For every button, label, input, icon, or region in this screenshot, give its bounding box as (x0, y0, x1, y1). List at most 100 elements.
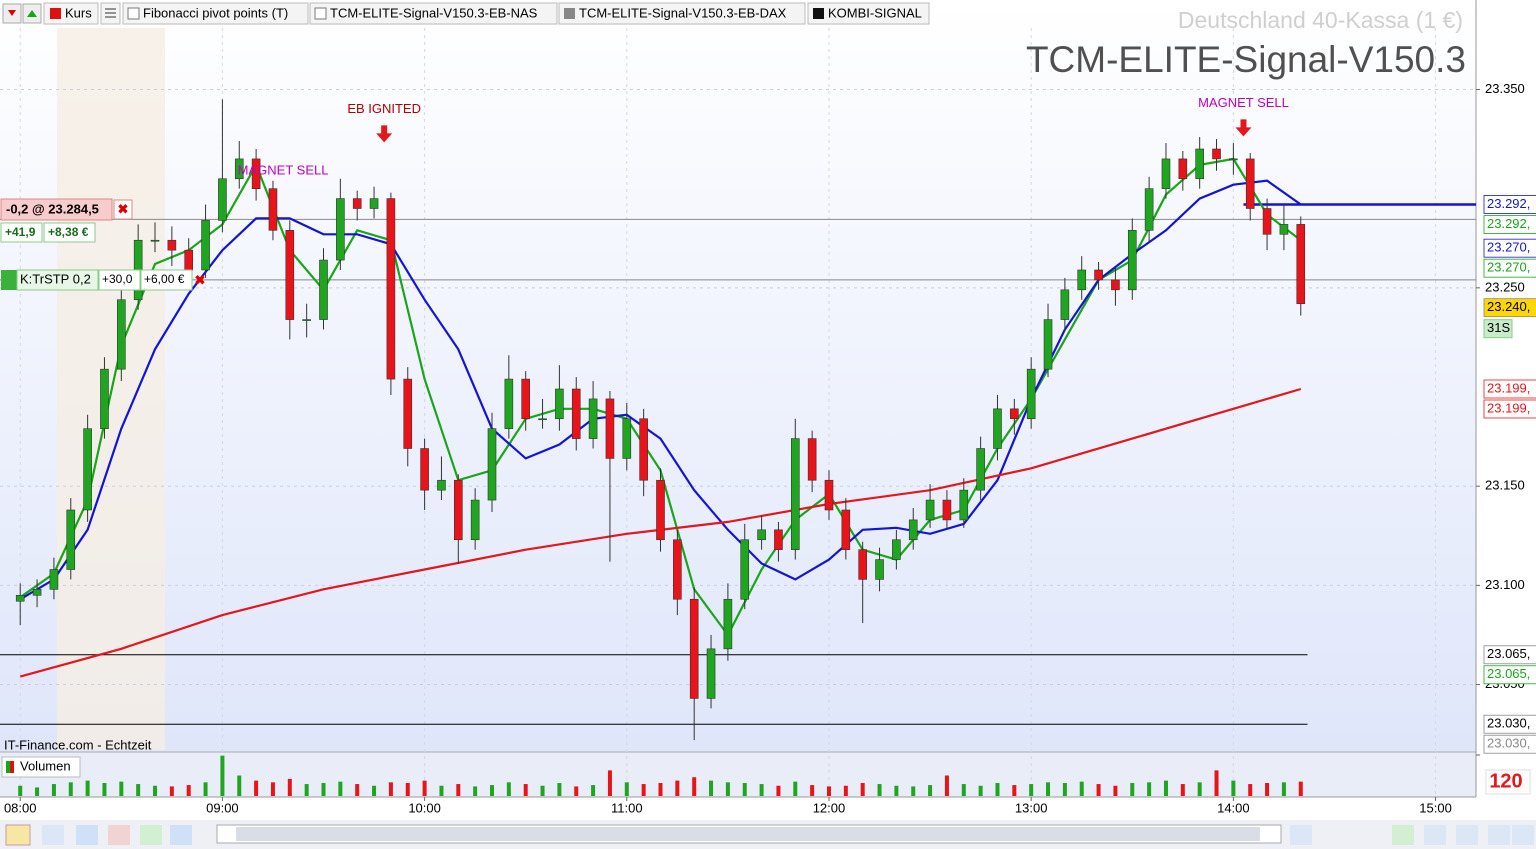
y-tick-label: 23.250 (1485, 279, 1525, 294)
candle-body (285, 230, 295, 320)
volume-bar (287, 778, 292, 796)
tool-button[interactable] (1512, 825, 1534, 845)
y-tick-label: 23.100 (1485, 577, 1525, 592)
tab[interactable] (122, 2, 309, 25)
volume-bar (1248, 784, 1253, 796)
tool-button[interactable] (1392, 825, 1414, 845)
volume-bar (1079, 781, 1084, 796)
close-icon[interactable]: ✖ (195, 272, 206, 287)
volume-bar (776, 785, 781, 796)
order-box[interactable] (0, 198, 113, 221)
volume-bar (456, 784, 461, 796)
candle-body (892, 539, 901, 560)
tab[interactable] (807, 2, 930, 25)
price-marker-label: 23.065, (1487, 666, 1530, 681)
tool-button[interactable] (140, 825, 162, 845)
candle-body (184, 249, 194, 271)
countdown-box (1483, 319, 1513, 339)
tool-button[interactable] (1488, 825, 1510, 845)
price-marker (1483, 379, 1536, 399)
volume-bar (220, 755, 225, 796)
tool-button[interactable] (170, 825, 192, 845)
candle-body (386, 198, 396, 380)
stop-box[interactable] (16, 269, 99, 291)
tool-button[interactable] (1456, 825, 1478, 845)
candle-body (1229, 158, 1238, 161)
volume-bar (793, 781, 798, 796)
candle-body (167, 239, 177, 251)
volume-bar (338, 781, 343, 796)
volume-bar (759, 784, 764, 796)
tool-button[interactable] (1424, 825, 1446, 845)
tool-button[interactable] (76, 825, 98, 845)
icon (564, 8, 575, 19)
price-marker-label: 23.270, (1487, 260, 1530, 275)
candle-body (993, 408, 1002, 449)
candle-body (487, 428, 497, 501)
x-tick-label: 08:00 (4, 800, 37, 815)
volume-bar (186, 785, 191, 796)
candle-body (352, 198, 362, 209)
volume-bar (153, 785, 158, 796)
tool-button[interactable] (1325, 825, 1347, 845)
candle-body (723, 598, 733, 650)
candle-body (251, 158, 261, 189)
candle-body (976, 448, 985, 491)
x-tick-label: 11:00 (611, 800, 643, 815)
volume-bar (18, 785, 23, 796)
signal-arrow (376, 125, 393, 143)
stop-points: +30,0 (102, 272, 133, 286)
tab[interactable] (558, 2, 806, 25)
annotation: EB IGNITED (347, 101, 421, 116)
scroll-thumb[interactable] (236, 827, 1260, 841)
volume-bar (928, 785, 933, 796)
candle-body (1212, 148, 1221, 160)
candle-body (757, 529, 766, 541)
candle-body (740, 539, 750, 600)
candle-body (841, 509, 851, 550)
price-marker-label: 23.199, (1487, 380, 1530, 395)
volume-bar (85, 780, 90, 796)
volume-bar (1180, 784, 1185, 796)
price-marker (1483, 645, 1536, 665)
volume-bar (742, 783, 747, 796)
volume-bar (675, 780, 680, 796)
volume-bar (388, 782, 393, 796)
price-marker-label: 23.240, (1487, 299, 1530, 314)
price-marker (1483, 215, 1536, 234)
candle-body (1077, 269, 1087, 291)
x-tick-label: 14:00 (1217, 800, 1250, 815)
candle-body (504, 378, 514, 429)
candle-body (470, 499, 480, 541)
annotation: MAGNET SELL (238, 162, 329, 177)
volume-bar (51, 784, 56, 796)
close-button[interactable] (113, 199, 133, 220)
tool-button[interactable] (108, 825, 130, 845)
price-marker-label: 23.270, (1487, 240, 1530, 255)
volume-bar (961, 784, 966, 796)
candle-body (538, 418, 547, 421)
tool-button[interactable] (1290, 825, 1312, 845)
candle-body (807, 438, 817, 481)
volume-bar (810, 785, 815, 796)
tab[interactable] (309, 2, 558, 25)
candle-body (268, 188, 278, 231)
tab-label: TCM-ELITE-Signal-V150.3-EB-DAX (579, 5, 787, 20)
candle-body (1043, 319, 1053, 370)
points-box (0, 222, 43, 243)
price-marker-label: 23.292, (1487, 196, 1530, 211)
candle-body (656, 479, 665, 541)
candle-body (555, 388, 564, 420)
volume-bar (1231, 780, 1236, 796)
y-tick-label: 23.350 (1485, 81, 1525, 96)
tool-button[interactable] (42, 825, 64, 845)
volume-bar (68, 782, 73, 796)
icon (314, 7, 327, 20)
tool-button[interactable] (5, 824, 31, 846)
candle-body (622, 418, 632, 459)
tool-button[interactable] (1358, 825, 1380, 845)
volume-label: Volumen (20, 758, 71, 773)
stop-icon[interactable] (1, 270, 17, 290)
money-box (140, 269, 193, 291)
